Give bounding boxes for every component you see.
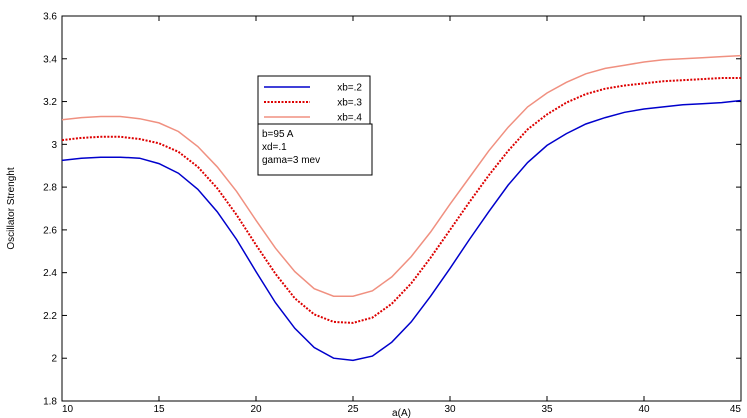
parameter-note-line: b=95 A: [262, 129, 294, 140]
y-tick-label: 2.2: [43, 311, 57, 322]
plot-area: [61, 15, 742, 402]
x-tick-label: 25: [347, 404, 359, 415]
y-axis-ticks: 1.8 2 2.2 2.4 2.6 2.8 3 3.2 3.4 3.6: [43, 12, 741, 408]
series-lines: [61, 54, 742, 362]
legend-label: xb=.2: [337, 83, 362, 94]
x-axis-ticks: 10 15 20 25 30 35 40 45: [61, 16, 742, 415]
y-tick-label: 1.8: [43, 397, 57, 408]
x-tick-label: 35: [541, 404, 553, 415]
x-tick-label: 20: [250, 404, 262, 415]
series-line: [61, 99, 742, 362]
y-tick-label: 2.6: [43, 225, 57, 236]
x-tick-label: 15: [153, 404, 165, 415]
parameter-note: b=95 A xd=.1 gama=3 mev: [257, 123, 373, 176]
legend-label: xb=.4: [337, 113, 362, 124]
y-tick-label: 3: [51, 140, 57, 151]
legend: xb=.2 xb=.3 xb=.4: [257, 75, 371, 128]
y-tick-label: 2.8: [43, 183, 57, 194]
x-tick-label: 10: [62, 404, 74, 415]
parameter-note-box: [257, 123, 373, 176]
x-axis-label: a(A): [392, 408, 411, 418]
legend-box: [257, 75, 371, 128]
parameter-note-line: gama=3 mev: [262, 155, 320, 166]
x-tick-label: 40: [638, 404, 650, 415]
y-tick-label: 3.6: [43, 12, 57, 23]
x-tick-label: 30: [444, 404, 456, 415]
series-line: [61, 77, 741, 324]
y-tick-label: 3.2: [43, 97, 57, 108]
y-tick-label: 3.4: [43, 54, 57, 65]
y-axis-label: Oscillator Strenght: [6, 167, 17, 249]
series-line: [61, 54, 742, 297]
y-tick-label: 2.4: [43, 268, 57, 279]
y-tick-label: 2: [51, 354, 57, 365]
x-tick-label: 45: [730, 404, 742, 415]
legend-label: xb=.3: [337, 98, 362, 109]
parameter-note-line: xd=.1: [262, 142, 287, 153]
